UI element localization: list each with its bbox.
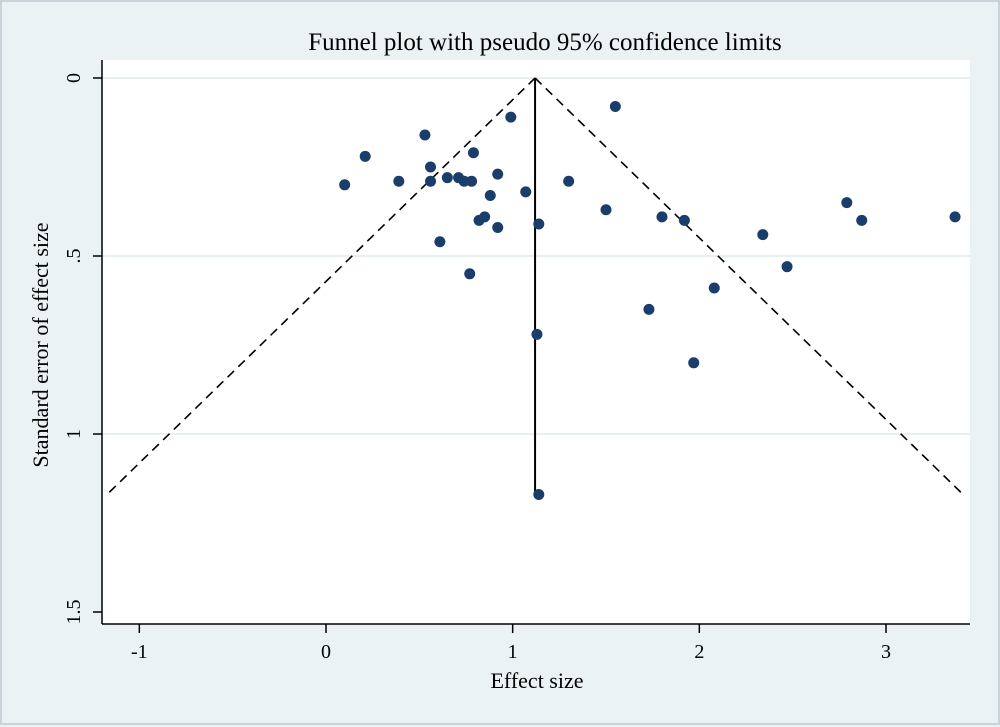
study-point bbox=[479, 211, 491, 223]
data-points bbox=[339, 100, 961, 501]
x-tick-label: -1 bbox=[131, 641, 148, 663]
upper-ci-limit-line bbox=[534, 77, 964, 496]
study-point bbox=[505, 111, 517, 123]
confidence-limits bbox=[106, 77, 964, 496]
study-point bbox=[419, 129, 431, 141]
study-point bbox=[609, 100, 621, 112]
study-point bbox=[533, 218, 545, 230]
study-point bbox=[520, 186, 532, 198]
y-tick-label: 1.5 bbox=[63, 600, 85, 625]
study-point bbox=[359, 150, 371, 162]
study-point bbox=[425, 161, 437, 173]
study-point bbox=[425, 175, 437, 187]
study-point bbox=[531, 328, 543, 340]
study-point bbox=[492, 222, 504, 234]
y-tick-label: 1 bbox=[63, 429, 85, 439]
study-point bbox=[484, 189, 496, 201]
lower-ci-limit-line bbox=[106, 77, 536, 496]
study-point bbox=[466, 175, 478, 187]
study-point bbox=[678, 214, 690, 226]
study-point bbox=[393, 175, 405, 187]
study-point bbox=[949, 211, 961, 223]
x-tick-label: 2 bbox=[694, 641, 704, 663]
x-tick-label: 3 bbox=[881, 641, 891, 663]
study-point bbox=[757, 229, 769, 241]
x-tick-label: 0 bbox=[321, 641, 331, 663]
chart-title: Funnel plot with pseudo 95% confidence l… bbox=[308, 29, 782, 56]
x-axis-title: Effect size bbox=[490, 668, 583, 693]
study-point bbox=[492, 168, 504, 180]
study-point bbox=[856, 214, 868, 226]
study-point bbox=[656, 211, 668, 223]
study-point bbox=[464, 268, 476, 280]
study-point bbox=[841, 197, 853, 209]
study-point bbox=[339, 179, 351, 191]
study-point bbox=[441, 172, 453, 184]
study-point bbox=[688, 357, 700, 369]
study-point bbox=[600, 204, 612, 216]
y-tick-label: 0 bbox=[63, 73, 85, 83]
study-point bbox=[781, 261, 793, 273]
study-point bbox=[533, 489, 545, 501]
study-point bbox=[434, 236, 446, 248]
axes: -1 0 1 2 3 0 .5 1 1.5 bbox=[63, 60, 970, 663]
x-tick-label: 1 bbox=[508, 641, 518, 663]
study-point bbox=[643, 303, 655, 315]
study-point bbox=[467, 147, 479, 159]
study-point bbox=[708, 282, 720, 294]
y-tick-label: .5 bbox=[63, 249, 85, 264]
y-axis-title: Standard error of effect size bbox=[28, 222, 53, 467]
study-point bbox=[563, 175, 575, 187]
